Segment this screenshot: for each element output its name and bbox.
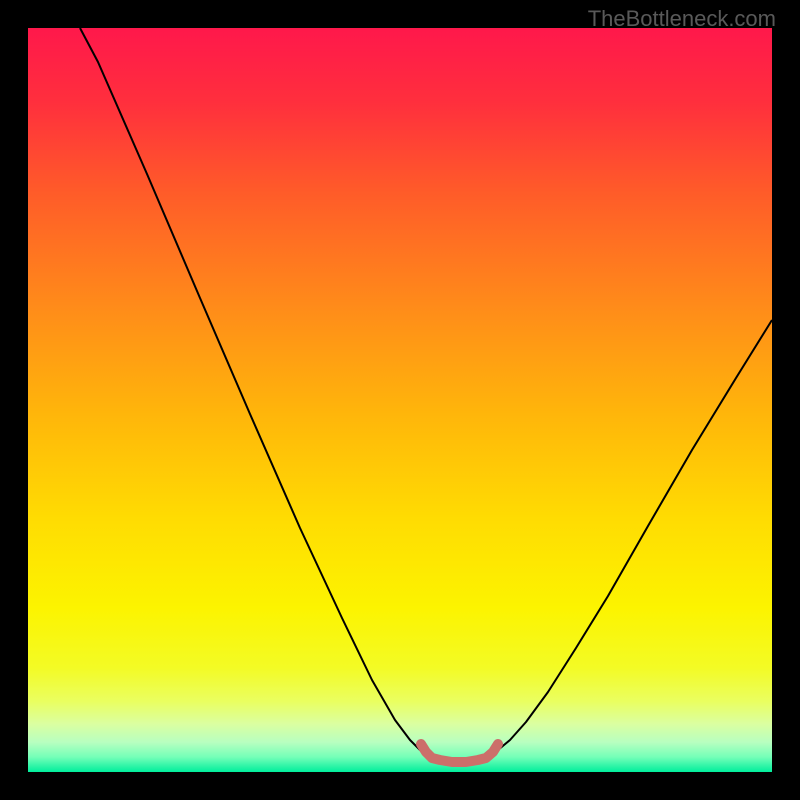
watermark-text: TheBottleneck.com bbox=[588, 6, 776, 32]
plot-area bbox=[28, 28, 772, 772]
bottleneck-chart: TheBottleneck.com bbox=[0, 0, 800, 800]
